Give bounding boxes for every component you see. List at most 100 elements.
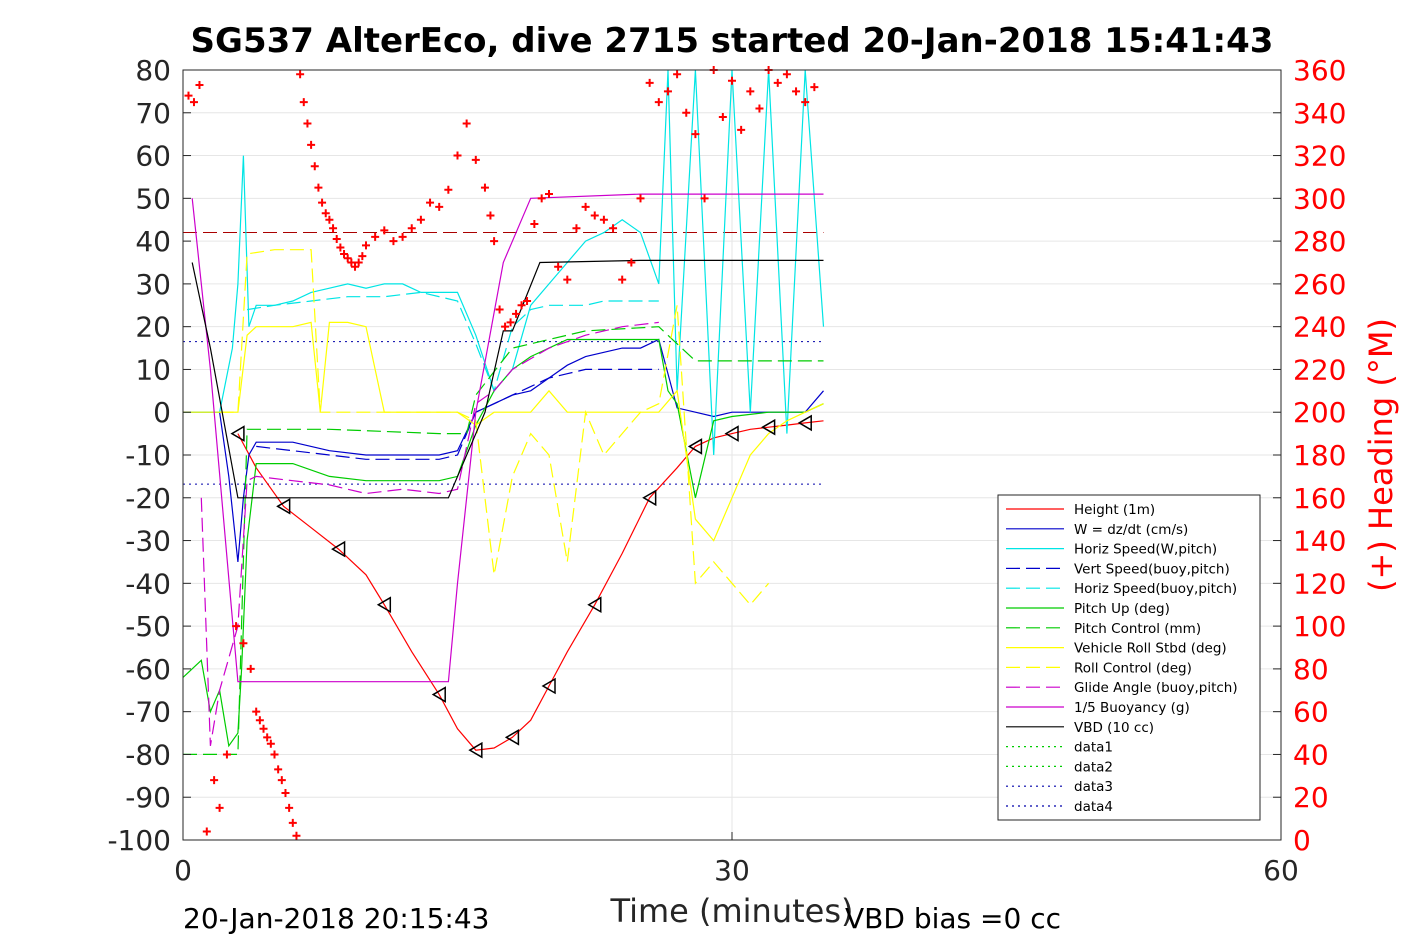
left-tick-label: -30: [125, 525, 171, 558]
right-axis-ticks: 3603403203002802602402202001801601401201…: [1273, 54, 1346, 857]
heading-point: [444, 185, 453, 194]
chart-title: SG537 AlterEco, dive 2715 started 20-Jan…: [191, 21, 1274, 61]
heading-point: [222, 750, 231, 759]
heading-point: [737, 125, 746, 134]
left-axis-ticks: 80 70 60 50 40 30 20 10 0 -10 -20 -30 -40 -50 -60 -70 -8…: [107, 54, 191, 857]
legend-entry: data4: [1074, 799, 1113, 815]
heading-point: [358, 252, 367, 261]
legend-entry: VBD (10 cc): [1074, 720, 1154, 736]
heading-point: [718, 113, 727, 122]
depth-marker: [761, 418, 776, 436]
heading-point: [266, 739, 275, 748]
heading-point: [691, 130, 700, 139]
heading-point: [184, 91, 193, 100]
heading-point: [215, 803, 224, 812]
legend-entry: Vehicle Roll Stbd (deg): [1074, 641, 1227, 657]
heading-point: [627, 258, 636, 267]
x-tick-label: 30: [714, 854, 750, 887]
legend-entry: Glide Angle (buoy,pitch): [1074, 680, 1238, 696]
heading-point: [453, 151, 462, 160]
left-tick-label: 50: [135, 182, 171, 215]
left-tick-label: -100: [107, 824, 171, 857]
left-tick-label: -40: [125, 567, 171, 600]
heading-point: [480, 183, 489, 192]
heading-point: [495, 305, 504, 314]
series-height-1m: [237, 420, 824, 751]
legend-entry: Height (1m): [1074, 502, 1155, 518]
legend-entry: data1: [1074, 740, 1113, 756]
heading-points: [184, 66, 819, 840]
heading-point: [371, 232, 380, 241]
heading-point: [239, 639, 248, 648]
legend: Height (1m) W = dz/dt (cm/s) Horiz Speed(W…: [997, 494, 1261, 821]
right-tick-label: 300: [1293, 182, 1346, 215]
heading-point: [654, 98, 663, 107]
right-axis-label: (+) Heading (°M): [1362, 318, 1400, 592]
right-tick-label: 40: [1293, 738, 1329, 771]
heading-point: [259, 724, 268, 733]
heading-point: [581, 202, 590, 211]
right-tick-label: 160: [1293, 482, 1346, 515]
left-tick-label: 40: [135, 225, 171, 258]
right-tick-label: 60: [1293, 696, 1329, 729]
footer-timestamp: 20-Jan-2018 20:15:43: [183, 902, 489, 935]
heading-point: [340, 249, 349, 258]
heading-point: [590, 211, 599, 220]
heading-point: [517, 301, 526, 310]
heading-point: [281, 788, 290, 797]
heading-point: [407, 224, 416, 233]
depth-marker: [724, 425, 739, 442]
heading-point: [682, 108, 691, 117]
heading-point: [285, 803, 294, 812]
heading-point: [307, 140, 316, 149]
heading-point: [416, 215, 425, 224]
heading-point: [343, 254, 352, 263]
heading-point: [755, 104, 764, 113]
right-tick-label: 20: [1293, 781, 1329, 814]
depth-marker: [687, 438, 703, 455]
right-tick-label: 140: [1293, 525, 1346, 558]
heading-point: [810, 83, 819, 92]
left-tick-label: 0: [153, 396, 171, 429]
right-tick-label: 360: [1293, 54, 1346, 87]
left-tick-label: 20: [135, 311, 171, 344]
heading-point: [288, 818, 297, 827]
heading-point: [700, 194, 709, 203]
series-vbd-10-cc: [191, 259, 824, 499]
legend-entry: Horiz Speed(buoy,pitch): [1074, 581, 1237, 597]
heading-point: [347, 258, 356, 267]
heading-point: [618, 275, 627, 284]
heading-point: [398, 232, 407, 241]
heading-point: [270, 750, 279, 759]
footer-vbd-bias: VBD bias =0 cc: [845, 902, 1061, 935]
heading-point: [545, 190, 553, 199]
left-tick-label: -80: [125, 738, 171, 771]
heading-point: [351, 262, 360, 271]
left-tick-label: -20: [125, 482, 171, 515]
heading-point: [782, 70, 791, 79]
depth-marker: [331, 540, 346, 558]
heading-point: [325, 215, 334, 224]
heading-point: [645, 78, 654, 87]
right-tick-label: 180: [1293, 439, 1346, 472]
series-roll-control-deg: [219, 249, 770, 606]
heading-point: [332, 234, 341, 243]
left-tick-label: 10: [135, 353, 171, 386]
legend-entry: W = dz/dt (cm/s): [1074, 522, 1188, 538]
heading-point: [329, 224, 338, 233]
left-tick-label: -90: [125, 781, 171, 814]
right-tick-label: 120: [1293, 567, 1346, 600]
heading-point: [462, 119, 471, 128]
heading-point: [380, 226, 389, 235]
heading-point: [554, 262, 563, 271]
depth-marker: [276, 498, 291, 515]
heading-point: [232, 622, 241, 631]
right-tick-label: 280: [1293, 225, 1346, 258]
heading-point: [572, 224, 581, 233]
right-tick-label: 240: [1293, 311, 1346, 344]
heading-point: [801, 98, 810, 107]
heading-point: [310, 162, 319, 171]
heading-point: [389, 237, 398, 246]
heading-point: [435, 202, 444, 211]
